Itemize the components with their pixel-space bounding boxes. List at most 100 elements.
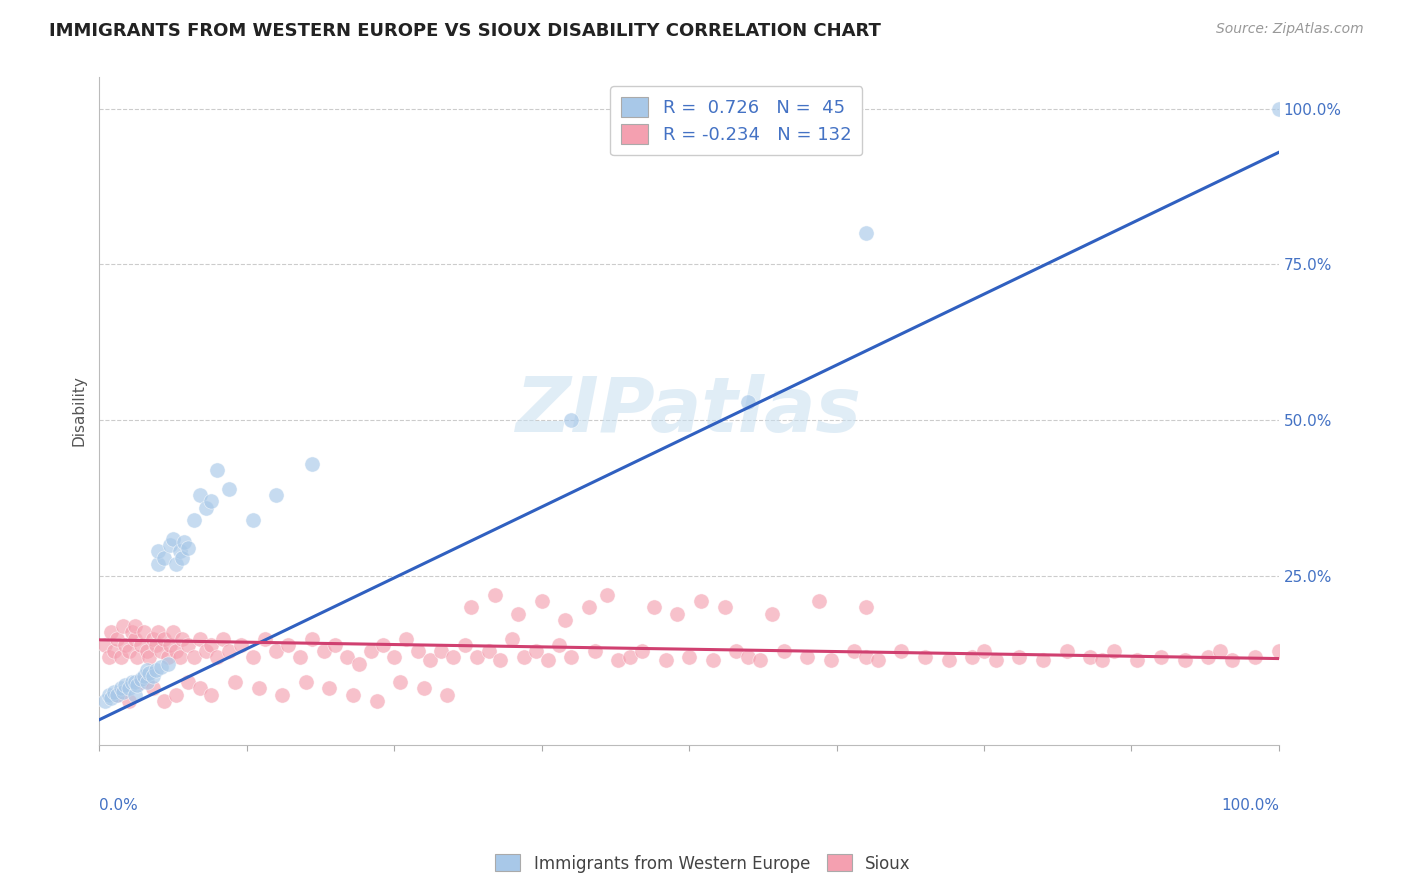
Point	[247, 681, 270, 696]
Point	[419, 653, 441, 667]
Point	[607, 653, 630, 667]
Point	[165, 557, 187, 571]
Point	[153, 550, 176, 565]
Point	[266, 488, 288, 502]
Point	[371, 638, 394, 652]
Point	[1032, 653, 1054, 667]
Point	[124, 675, 146, 690]
Point	[173, 535, 195, 549]
Point	[484, 588, 506, 602]
Point	[347, 657, 370, 671]
Point	[138, 650, 160, 665]
Point	[177, 638, 200, 652]
Point	[1244, 650, 1267, 665]
Point	[737, 650, 759, 665]
Point	[725, 644, 748, 658]
Point	[148, 544, 170, 558]
Point	[984, 653, 1007, 667]
Point	[156, 650, 179, 665]
Point	[153, 694, 176, 708]
Point	[242, 650, 264, 665]
Point	[1078, 650, 1101, 665]
Point	[149, 659, 172, 673]
Point	[145, 638, 167, 652]
Point	[271, 688, 294, 702]
Point	[666, 607, 689, 621]
Point	[1150, 650, 1173, 665]
Point	[973, 644, 995, 658]
Point	[643, 600, 665, 615]
Point	[118, 694, 141, 708]
Point	[406, 644, 429, 658]
Point	[159, 538, 181, 552]
Text: 100.0%: 100.0%	[1220, 798, 1279, 813]
Point	[454, 638, 477, 652]
Point	[595, 588, 617, 602]
Point	[253, 632, 276, 646]
Point	[1174, 653, 1197, 667]
Point	[148, 625, 170, 640]
Point	[360, 644, 382, 658]
Point	[114, 638, 136, 652]
Point	[654, 653, 676, 667]
Point	[342, 688, 364, 702]
Point	[242, 513, 264, 527]
Point	[277, 638, 299, 652]
Point	[288, 650, 311, 665]
Point	[218, 482, 240, 496]
Point	[578, 600, 600, 615]
Point	[138, 665, 160, 680]
Point	[188, 632, 211, 646]
Point	[135, 663, 157, 677]
Point	[134, 625, 156, 640]
Point	[121, 625, 143, 640]
Point	[412, 681, 434, 696]
Point	[114, 678, 136, 692]
Point	[177, 675, 200, 690]
Point	[513, 650, 536, 665]
Point	[118, 681, 141, 696]
Point	[111, 619, 134, 633]
Point	[165, 644, 187, 658]
Point	[103, 684, 125, 698]
Point	[162, 532, 184, 546]
Point	[207, 463, 229, 477]
Point	[169, 650, 191, 665]
Point	[489, 653, 512, 667]
Point	[1268, 102, 1291, 116]
Point	[318, 681, 340, 696]
Legend: R =  0.726   N =  45, R = -0.234   N = 132: R = 0.726 N = 45, R = -0.234 N = 132	[610, 87, 862, 155]
Point	[135, 644, 157, 658]
Point	[713, 600, 735, 615]
Text: IMMIGRANTS FROM WESTERN EUROPE VS SIOUX DISABILITY CORRELATION CHART: IMMIGRANTS FROM WESTERN EUROPE VS SIOUX …	[49, 22, 882, 40]
Point	[129, 638, 152, 652]
Text: 0.0%: 0.0%	[100, 798, 138, 813]
Point	[127, 650, 149, 665]
Point	[212, 632, 235, 646]
Point	[135, 675, 157, 690]
Point	[855, 600, 877, 615]
Point	[177, 541, 200, 556]
Point	[312, 644, 335, 658]
Point	[501, 632, 523, 646]
Legend: Immigrants from Western Europe, Sioux: Immigrants from Western Europe, Sioux	[489, 847, 917, 880]
Point	[141, 632, 163, 646]
Point	[749, 653, 772, 667]
Point	[162, 625, 184, 640]
Point	[807, 594, 830, 608]
Point	[548, 638, 571, 652]
Point	[1056, 644, 1078, 658]
Point	[465, 650, 488, 665]
Point	[301, 457, 323, 471]
Point	[183, 513, 205, 527]
Point	[1102, 644, 1125, 658]
Point	[537, 653, 560, 667]
Point	[690, 594, 713, 608]
Point	[336, 650, 359, 665]
Point	[855, 227, 877, 241]
Point	[914, 650, 936, 665]
Point	[554, 613, 576, 627]
Point	[1126, 653, 1149, 667]
Point	[395, 632, 418, 646]
Point	[194, 644, 217, 658]
